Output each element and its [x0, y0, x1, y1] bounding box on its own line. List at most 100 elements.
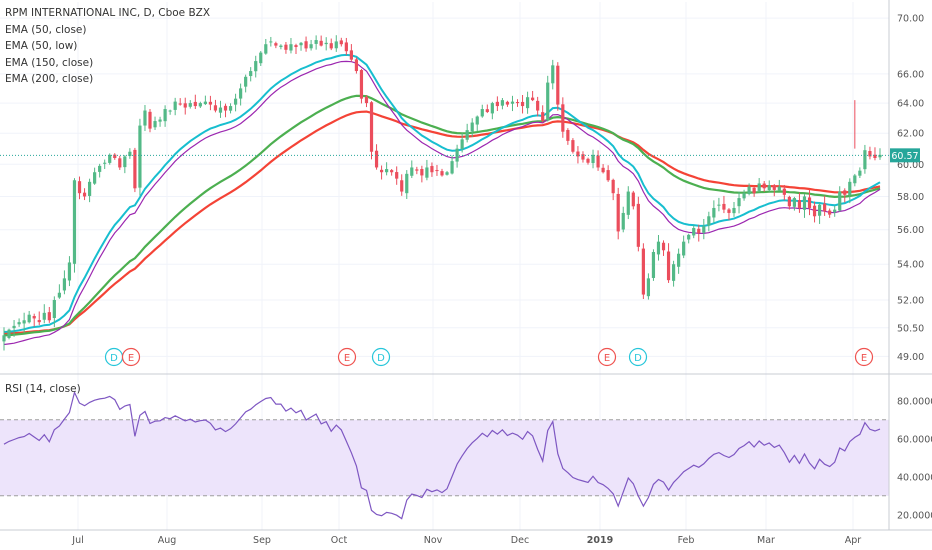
event-marker-label: D — [110, 353, 118, 364]
candle-body — [400, 180, 404, 192]
price-tick-label: 70.00 — [897, 14, 924, 25]
candle-body — [314, 40, 318, 44]
event-marker-earnings — [337, 347, 357, 367]
candle-body — [168, 110, 172, 112]
candle-body — [379, 169, 384, 173]
candle-body — [702, 226, 706, 233]
rsi-tick-label: 80.0000 — [897, 396, 932, 407]
candle-body — [510, 101, 515, 104]
candle-body — [591, 154, 595, 164]
candle-body — [581, 154, 585, 160]
time-tick-label: Apr — [845, 535, 862, 546]
candle-body — [460, 139, 464, 149]
candle-body — [294, 45, 298, 48]
candle-body — [12, 325, 16, 329]
candle-body — [274, 43, 278, 46]
candle-body — [616, 193, 620, 232]
price-tick-label: 52.00 — [897, 296, 924, 307]
ema-lines — [3, 53, 881, 346]
candle-body — [435, 170, 439, 172]
rsi-band — [0, 419, 889, 496]
candle-body — [787, 196, 791, 207]
candle-body — [359, 70, 364, 99]
candle-body — [515, 102, 520, 104]
event-marker-label: E — [604, 353, 610, 364]
candle-body — [697, 228, 701, 234]
candle-body — [324, 42, 328, 45]
candle-body — [717, 204, 721, 206]
candle-body — [128, 151, 132, 157]
candle-body — [812, 205, 817, 217]
candle-body — [395, 172, 399, 179]
candle-body — [828, 210, 832, 215]
candle-body — [309, 44, 313, 49]
candle-body — [218, 107, 223, 113]
candle-body — [133, 149, 137, 189]
price-tick-label: 60.00 — [897, 160, 924, 171]
candle-body — [500, 100, 505, 106]
candle-body — [712, 207, 716, 218]
event-marker-earnings — [597, 347, 617, 367]
candle-body — [576, 151, 580, 157]
candle-body — [284, 44, 288, 50]
candle-body — [636, 203, 640, 247]
candle-body — [727, 209, 731, 213]
legend-ema-150-close[interactable]: EMA (150, close) — [5, 56, 94, 69]
event-marker-earnings — [854, 347, 874, 367]
candle-body — [183, 103, 187, 108]
price-tick-label: 54.00 — [897, 260, 924, 271]
legend-ema-50-close[interactable]: EMA (50, close) — [5, 23, 87, 36]
candle-body — [118, 158, 122, 168]
candle-body — [385, 169, 389, 173]
candle-body — [823, 203, 827, 212]
candle-body — [319, 40, 323, 46]
candle-body — [364, 96, 369, 104]
last-price-tag — [890, 148, 920, 163]
candle-body — [17, 322, 21, 325]
event-marker-dividend — [371, 347, 391, 367]
candle-body — [671, 264, 676, 281]
candle-body — [656, 241, 661, 255]
candle-body — [677, 253, 681, 267]
candle-body — [707, 216, 711, 226]
candle-body — [631, 192, 635, 207]
candle-body — [77, 181, 82, 194]
candle-body — [249, 71, 253, 77]
candle-body — [777, 186, 781, 191]
candle-body — [279, 45, 283, 48]
candle-body — [93, 172, 97, 184]
candle-body — [103, 162, 107, 164]
candle-body — [863, 150, 867, 170]
candle-body — [269, 41, 273, 43]
candle-body — [440, 171, 444, 176]
candle-body — [792, 198, 797, 207]
candle-body — [737, 198, 741, 207]
candle-body — [344, 42, 348, 52]
candle-body — [7, 329, 11, 338]
price-tick-label: 49.00 — [897, 352, 924, 363]
candle-body — [525, 97, 530, 109]
time-tick-label: Mar — [757, 535, 775, 546]
candle-body — [22, 320, 26, 324]
candle-body — [611, 179, 615, 194]
candle-body — [470, 122, 474, 132]
candle-body — [198, 103, 202, 107]
rsi-legend[interactable]: RSI (14, close) — [5, 383, 81, 395]
candle-body — [67, 262, 72, 281]
price-tick-label: 66.00 — [897, 69, 924, 80]
candle-body — [666, 251, 671, 281]
candle-body — [853, 175, 857, 184]
legend-ema-200-close[interactable]: EMA (200, close) — [5, 73, 94, 85]
ema-200-close-line — [3, 110, 881, 335]
legend-ema-50-low[interactable]: EMA (50, low) — [5, 40, 78, 52]
candle-body — [762, 183, 766, 189]
candle-body — [158, 119, 162, 122]
time-tick-label: Sep — [253, 535, 271, 546]
candle-body — [52, 300, 56, 318]
candlestick-series — [2, 35, 882, 351]
rsi-tick-label: 60.0000 — [897, 434, 932, 445]
candle-body — [843, 190, 847, 195]
candle-body — [490, 103, 494, 114]
candle-body — [742, 193, 746, 199]
